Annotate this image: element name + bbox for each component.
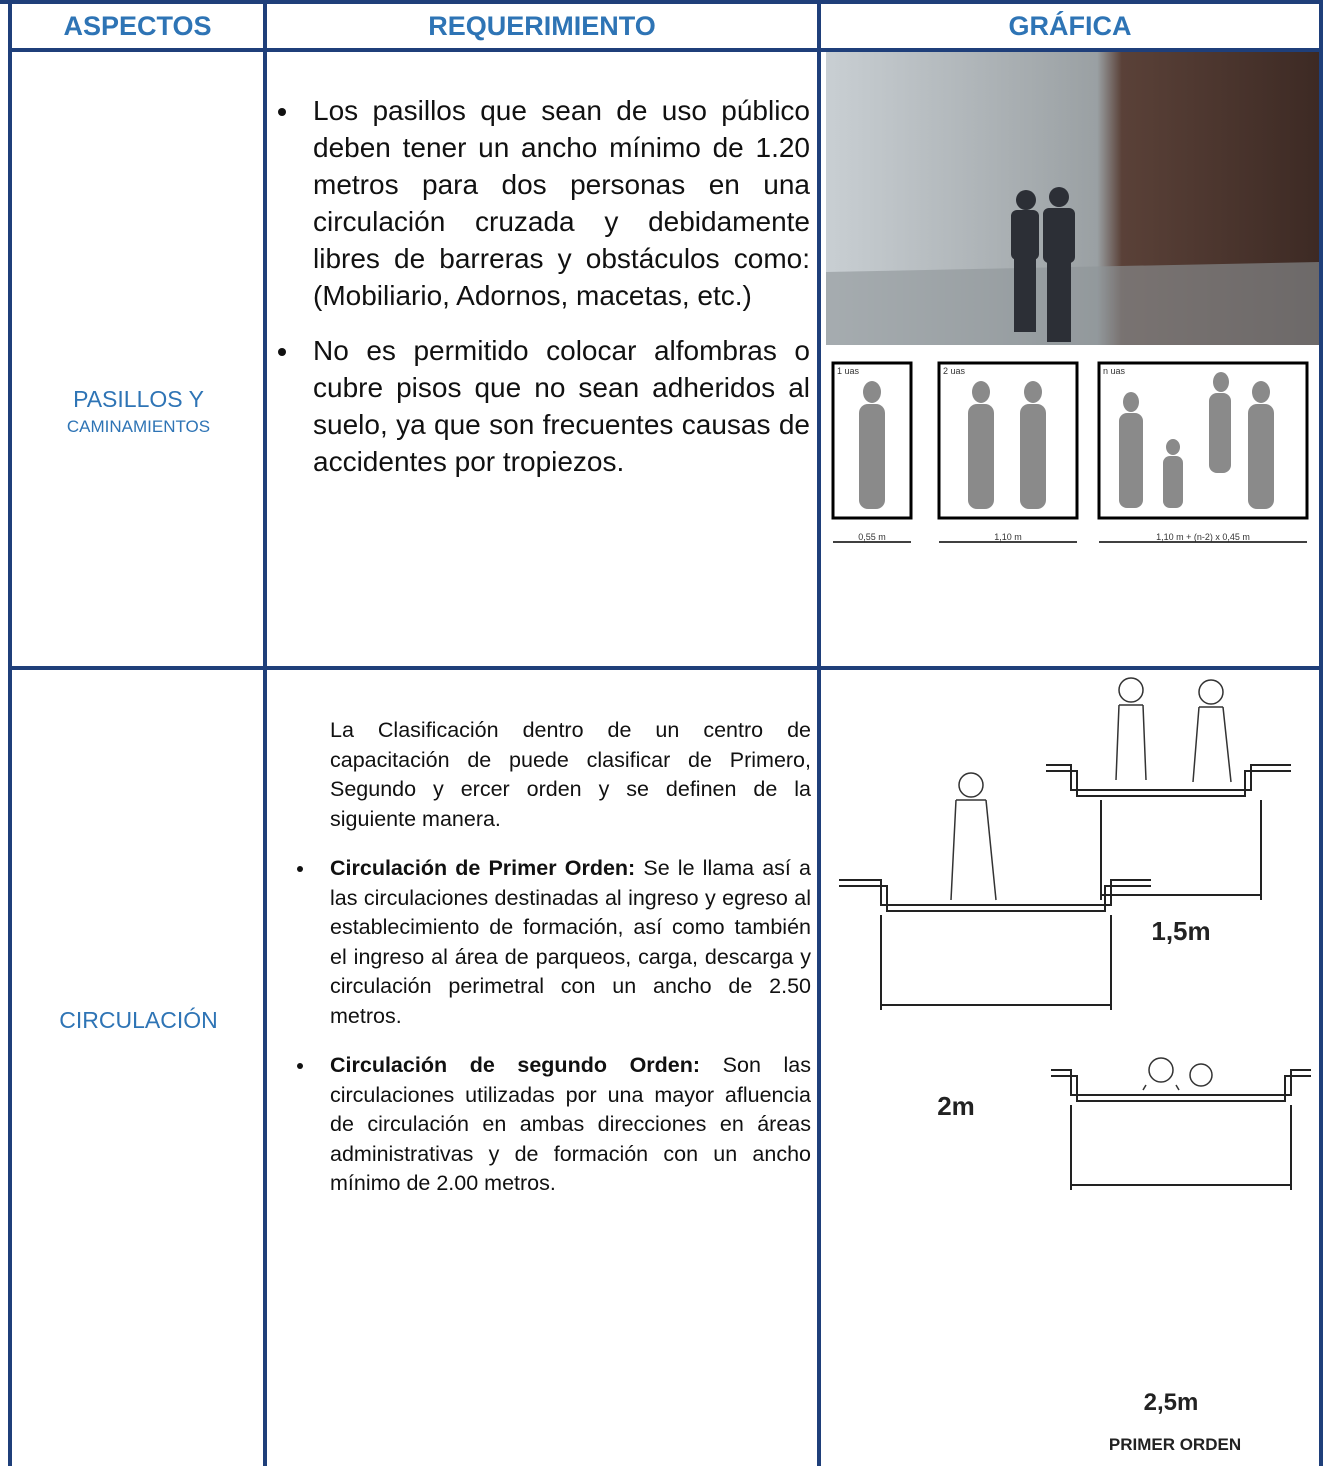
- graphic-label: 2 uas: [943, 366, 966, 376]
- aspect-line: CAMINAMIENTOS: [66, 417, 211, 436]
- border: [1319, 0, 1323, 1466]
- graphic: 1 uas 2 uas n uas 0,55 m 1,10 m 1,10 m +…: [826, 52, 1319, 543]
- bullet: Circulación de Primer Orden: Se le llama…: [316, 854, 811, 1031]
- bullet: Circulación de segundo Orden: Son las ci…: [316, 1051, 811, 1199]
- requirement: La Clasificación dentro de un centro de …: [286, 716, 811, 1219]
- border: [263, 0, 267, 1466]
- border: [8, 0, 12, 1466]
- graphic: 1,5m 2m 2,5m PRIMER ORDEN: [839, 677, 1311, 1454]
- bullet: No es permitido colocar alfombras o cubr…: [301, 332, 810, 480]
- header-cell: REQUERIMIENTO: [428, 11, 656, 41]
- border: [0, 0, 1323, 4]
- aspect-line: PASILLOS Y: [73, 386, 204, 412]
- graphic-label: PRIMER ORDEN: [1109, 1435, 1241, 1454]
- photo-floor: [826, 262, 1319, 345]
- border: [8, 48, 1323, 52]
- figures: [859, 372, 1274, 509]
- aspect-line: CIRCULACIÓN: [59, 1007, 218, 1033]
- graphic-label: 2m: [937, 1091, 975, 1121]
- graphic-label: 0,55 m: [858, 532, 886, 542]
- bullet-list: Circulación de Primer Orden: Se le llama…: [286, 854, 811, 1199]
- border: [8, 666, 1323, 670]
- intro: La Clasificación dentro de un centro de …: [330, 718, 811, 831]
- bullet-title: Circulación de segundo Orden:: [330, 1053, 701, 1077]
- graphic-label: 2,5m: [1144, 1389, 1199, 1416]
- graphic-label: 1 uas: [837, 366, 860, 376]
- graphic-label: 1,5m: [1151, 916, 1210, 946]
- graphic-label: 1,10 m: [994, 532, 1022, 542]
- border: [817, 0, 821, 1466]
- header-cell: ASPECTOS: [63, 11, 212, 41]
- aspect: CIRCULACIÓN: [12, 1004, 265, 1036]
- bullet-title: Circulación de Primer Orden:: [330, 856, 636, 880]
- bullet-text: Se le llama así a las circulaciones dest…: [330, 856, 811, 1028]
- graphic-label: n uas: [1103, 366, 1126, 376]
- figures: [950, 677, 1232, 1091]
- graphic-label: 1,10 m + (n-2) x 0,45 m: [1156, 532, 1250, 542]
- section-drawing: [839, 764, 1311, 1190]
- bullet-text: Son las circulaciones utilizadas por una…: [330, 1053, 811, 1195]
- width-diagram: [831, 361, 1309, 520]
- bullet: Los pasillos que sean de uso público deb…: [301, 92, 810, 314]
- header-cell: GRÁFICA: [1008, 11, 1132, 41]
- photo-people: [1011, 187, 1075, 342]
- requirement: Los pasillos que sean de uso público deb…: [275, 92, 810, 498]
- aspect: PASILLOS Y CAMINAMIENTOS: [12, 383, 265, 439]
- bullet-list: Los pasillos que sean de uso público deb…: [275, 92, 810, 480]
